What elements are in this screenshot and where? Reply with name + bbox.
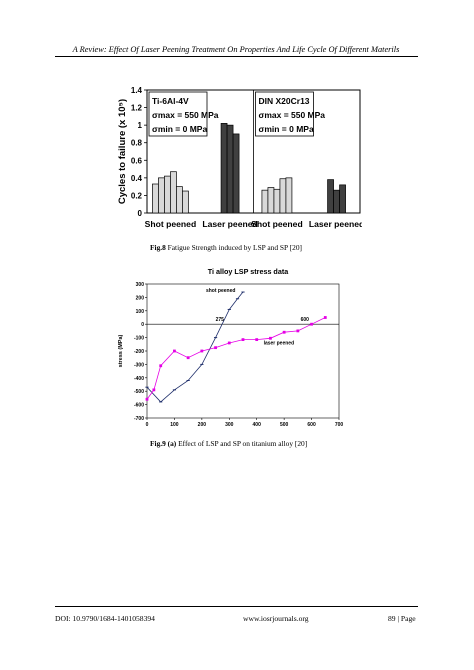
x-tick-label: 700 bbox=[335, 422, 344, 428]
data-point bbox=[214, 346, 217, 350]
y-axis-label: stress (MPa) bbox=[118, 334, 124, 367]
y-tick-label: 0.2 bbox=[131, 191, 143, 200]
y-tick-label: 1.4 bbox=[131, 86, 143, 95]
fig8-caption-text: Fatigue Strength induced by LSP and SP [… bbox=[165, 243, 302, 252]
condition-text: σmax = 550 MPa bbox=[152, 110, 219, 120]
bar bbox=[152, 183, 159, 214]
data-point bbox=[186, 356, 190, 360]
fig9-caption: Fig.9 (a) Effect of LSP and SP on titani… bbox=[150, 439, 307, 448]
bar bbox=[273, 188, 281, 214]
y-tick-label: -200 bbox=[134, 349, 144, 355]
y-tick-label: 0.6 bbox=[131, 156, 143, 165]
y-tick-label: 300 bbox=[136, 282, 145, 288]
x-tick-label: 400 bbox=[253, 422, 262, 428]
fig9-line-chart: Ti alloy LSP stress data 300 200 100 0 -100 -2… bbox=[118, 267, 344, 428]
chart-title: Ti alloy LSP stress data bbox=[208, 267, 289, 276]
bar bbox=[176, 186, 183, 214]
fig8-caption-label: Fig.8 bbox=[150, 243, 166, 252]
x-group-label: Shot peened bbox=[251, 219, 303, 229]
series-line bbox=[146, 291, 244, 403]
condition-text: σmax = 550 MPa bbox=[259, 110, 326, 120]
data-point bbox=[200, 349, 204, 353]
y-tick-label: 0 bbox=[141, 322, 144, 328]
bar bbox=[232, 133, 240, 214]
bar bbox=[261, 189, 269, 214]
condition-text: σmin = 0 MPa bbox=[259, 124, 314, 134]
series-label-shot-peened: shot peened bbox=[206, 288, 235, 294]
data-point bbox=[323, 316, 327, 319]
data-point bbox=[227, 341, 231, 345]
condition-box bbox=[255, 91, 314, 137]
y-tick-label: -300 bbox=[134, 362, 144, 368]
y-tick-label: 0.4 bbox=[131, 174, 143, 183]
fig9-caption-text: Effect of LSP and SP on titanium alloy [… bbox=[176, 439, 308, 448]
bar bbox=[339, 184, 346, 214]
fig8-caption: Fig.8 Fatigue Strength induced by LSP an… bbox=[150, 243, 302, 252]
y-tick-label: -500 bbox=[134, 389, 144, 395]
x-tick-label: 0 bbox=[146, 422, 149, 428]
header-rule bbox=[55, 56, 418, 57]
bar bbox=[285, 177, 293, 214]
footer-page-number: 89 | Page bbox=[388, 614, 416, 623]
condition-text: σmin = 0 MPa bbox=[152, 124, 207, 134]
data-point bbox=[173, 349, 176, 353]
y-tick-label: 1 bbox=[138, 121, 143, 130]
bar bbox=[170, 171, 177, 214]
x-group-label: Laser peened bbox=[309, 219, 362, 229]
bar bbox=[220, 123, 228, 214]
x-tick-label: 100 bbox=[170, 422, 179, 428]
y-tick-label: 1.2 bbox=[131, 104, 143, 113]
x-tick-label: 200 bbox=[198, 422, 207, 428]
y-tick-label: -400 bbox=[134, 376, 144, 382]
annotation: 275 bbox=[216, 317, 225, 323]
bar bbox=[267, 187, 275, 214]
footer-rule bbox=[55, 606, 418, 607]
bar bbox=[226, 124, 234, 214]
data-point bbox=[159, 364, 163, 368]
y-tick-label: -700 bbox=[134, 416, 144, 422]
x-group-label: Shot peened bbox=[145, 219, 197, 229]
data-point bbox=[269, 336, 272, 340]
y-tick-label: -100 bbox=[134, 336, 144, 342]
data-point bbox=[310, 322, 313, 326]
y-tick-label: 0 bbox=[138, 209, 143, 218]
bar bbox=[182, 190, 189, 214]
bar bbox=[158, 177, 165, 214]
data-point bbox=[255, 338, 259, 342]
series-label-laser-peened: laser peened bbox=[264, 340, 295, 346]
data-point bbox=[282, 330, 286, 334]
y-tick-label: 100 bbox=[136, 309, 145, 315]
x-tick-label: 300 bbox=[225, 422, 234, 428]
data-point bbox=[241, 338, 245, 342]
data-point bbox=[296, 329, 300, 333]
bar bbox=[327, 179, 334, 214]
footer-doi: DOI: 10.9790/1684-1401058394 bbox=[55, 614, 155, 623]
condition-text: DIN X20Cr13 bbox=[259, 96, 310, 106]
y-tick-label: 0.8 bbox=[131, 139, 143, 148]
bar bbox=[279, 178, 287, 214]
y-tick-label: 200 bbox=[136, 295, 145, 301]
bar bbox=[333, 189, 340, 214]
x-group-label: Laser peened bbox=[202, 219, 257, 229]
y-axis-label: Cycles to failure (x 10⁵) bbox=[117, 99, 128, 204]
condition-text: Ti-6Al-4V bbox=[152, 96, 189, 106]
x-tick-label: 500 bbox=[280, 422, 289, 428]
data-point bbox=[152, 388, 156, 392]
fig9-caption-label: Fig.9 (a) bbox=[150, 439, 177, 448]
bar bbox=[164, 175, 171, 214]
footer-site: www.iosrjournals.org bbox=[243, 614, 309, 623]
x-tick-label: 600 bbox=[307, 422, 316, 428]
data-point bbox=[145, 397, 149, 401]
y-tick-label: -600 bbox=[134, 403, 144, 409]
running-header: A Review: Effect Of Laser Peening Treatm… bbox=[72, 45, 400, 54]
annotation: 600 bbox=[301, 317, 310, 323]
condition-box bbox=[148, 91, 208, 137]
